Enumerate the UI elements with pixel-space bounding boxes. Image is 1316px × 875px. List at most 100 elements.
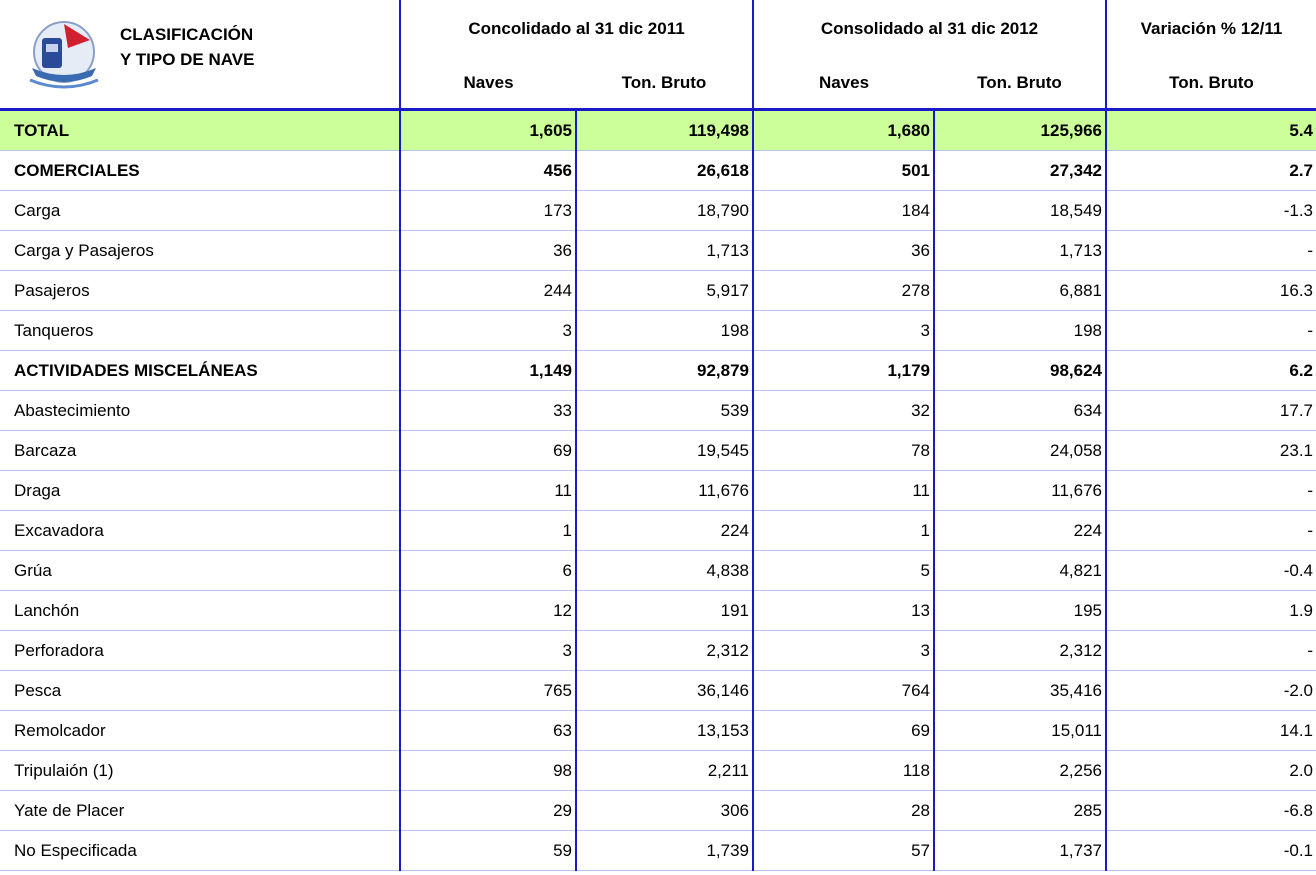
- row-label: No Especificada: [0, 830, 400, 871]
- row-label: Draga: [0, 470, 400, 511]
- cell: 69: [399, 430, 576, 471]
- cell: 1,737: [933, 830, 1106, 871]
- cell: 125,966: [933, 109, 1106, 151]
- cell: 224: [933, 510, 1106, 551]
- cell: 18,790: [575, 190, 753, 231]
- table-row: Abastecimiento 33 539 32 634 17.7: [0, 390, 1316, 431]
- cell: 1,605: [399, 109, 576, 151]
- group-header: Concolidado al 31 dic 2011: [399, 0, 753, 58]
- cell: 98: [399, 750, 576, 791]
- cell: 18,549: [933, 190, 1106, 231]
- cell: 634: [933, 390, 1106, 431]
- cell: 36,146: [575, 670, 753, 711]
- cell: -: [1105, 230, 1316, 271]
- row-label: ACTIVIDADES MISCELÁNEAS: [0, 350, 400, 391]
- cell: 16.3: [1105, 270, 1316, 311]
- cell: 2,312: [933, 630, 1106, 671]
- cell: 1,149: [399, 350, 576, 391]
- cell: 1,179: [752, 350, 934, 391]
- header-text: Y TIPO DE NAVE: [120, 50, 255, 69]
- row-label: Perforadora: [0, 630, 400, 671]
- cell: 456: [399, 150, 576, 191]
- cell: 1,713: [933, 230, 1106, 271]
- cell: 63: [399, 710, 576, 751]
- cell: 1,680: [752, 109, 934, 151]
- cell: 306: [575, 790, 753, 831]
- cell: 5.4: [1105, 109, 1316, 151]
- cell: 26,618: [575, 150, 753, 191]
- cell: 1,713: [575, 230, 753, 271]
- cell: -: [1105, 310, 1316, 351]
- table-row: Pasajeros 244 5,917 278 6,881 16.3: [0, 270, 1316, 311]
- table-row: Grúa 6 4,838 5 4,821 -0.4: [0, 550, 1316, 591]
- table-row: No Especificada 59 1,739 57 1,737 -0.1: [0, 830, 1316, 871]
- cell: 3: [752, 310, 934, 351]
- cell: 32: [752, 390, 934, 431]
- row-label: Grúa: [0, 550, 400, 591]
- cell: 59: [399, 830, 576, 871]
- column-header: Ton. Bruto: [934, 58, 1106, 111]
- table-row: Excavadora 1 224 1 224-: [0, 510, 1316, 551]
- table-row: TOTAL 1,605 119,498 1,680 125,966 5.4: [0, 109, 1316, 151]
- cell: 23.1: [1105, 430, 1316, 471]
- cell: 2.7: [1105, 150, 1316, 191]
- cell: 173: [399, 190, 576, 231]
- table-row: Carga y Pasajeros 36 1,713 36 1,713-: [0, 230, 1316, 271]
- column-header: Ton. Bruto: [1105, 58, 1316, 111]
- cell: 27,342: [933, 150, 1106, 191]
- cell: 765: [399, 670, 576, 711]
- cell: 285: [933, 790, 1106, 831]
- cell: 24,058: [933, 430, 1106, 471]
- column-header: Ton. Bruto: [576, 58, 753, 111]
- cell: 2,256: [933, 750, 1106, 791]
- cell: 11,676: [575, 470, 753, 511]
- cell: 195: [933, 590, 1106, 631]
- cell: 11: [752, 470, 934, 511]
- cell: 184: [752, 190, 934, 231]
- header-row: CLASIFICACIÓN Y TIPO DE NAVE Concolidado …: [0, 0, 1316, 111]
- cell: -: [1105, 510, 1316, 551]
- cell: 4,838: [575, 550, 753, 591]
- table-row: Tanqueros 3 198 3 198-: [0, 310, 1316, 351]
- cell: 1,739: [575, 830, 753, 871]
- cell: 11,676: [933, 470, 1106, 511]
- row-label: Excavadora: [0, 510, 400, 551]
- classification-header: CLASIFICACIÓN Y TIPO DE NAVE: [0, 0, 400, 111]
- header-text: CLASIFICACIÓN: [120, 25, 254, 44]
- cell: 6.2: [1105, 350, 1316, 391]
- cell: 33: [399, 390, 576, 431]
- row-label: Tanqueros: [0, 310, 400, 351]
- cell: -2.0: [1105, 670, 1316, 711]
- group-header: Consolidado al 31 dic 2012: [752, 0, 1106, 58]
- cell: -: [1105, 630, 1316, 671]
- cell: 198: [575, 310, 753, 351]
- cell: 191: [575, 590, 753, 631]
- table-row: Perforadora 3 2,312 3 2,312-: [0, 630, 1316, 671]
- cell: 764: [752, 670, 934, 711]
- row-label: Carga y Pasajeros: [0, 230, 400, 271]
- cell: 3: [752, 630, 934, 671]
- cell: 244: [399, 270, 576, 311]
- cell: 3: [399, 630, 576, 671]
- cell: 36: [752, 230, 934, 271]
- row-label: Tripulaión (1): [0, 750, 400, 791]
- column-header: Naves: [399, 58, 576, 111]
- cell: -: [1105, 470, 1316, 511]
- row-label: Abastecimiento: [0, 390, 400, 431]
- cell: 2,211: [575, 750, 753, 791]
- cell: 5: [752, 550, 934, 591]
- cell: 29: [399, 790, 576, 831]
- cell: 1.9: [1105, 590, 1316, 631]
- cell: 92,879: [575, 350, 753, 391]
- cell: 13,153: [575, 710, 753, 751]
- cell: 501: [752, 150, 934, 191]
- table-row: Barcaza 69 19,545 78 24,058 23.1: [0, 430, 1316, 471]
- cell: 28: [752, 790, 934, 831]
- row-label: Pasajeros: [0, 270, 400, 311]
- cell: 35,416: [933, 670, 1106, 711]
- cell: 5,917: [575, 270, 753, 311]
- row-label: Lanchón: [0, 590, 400, 631]
- table-row: Lanchón 12 191 13 195 1.9: [0, 590, 1316, 631]
- table-row: Draga 11 11,676 11 11,676-: [0, 470, 1316, 511]
